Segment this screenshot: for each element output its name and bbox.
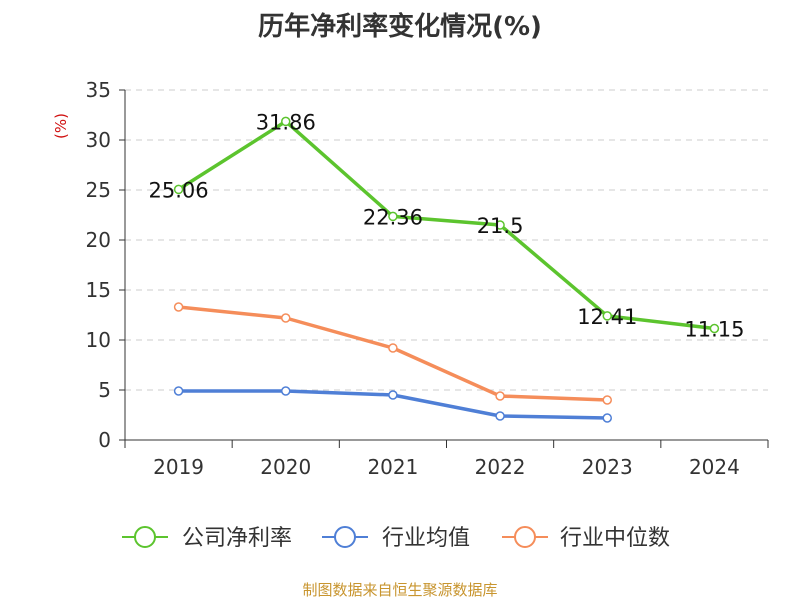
data-label: 21.5 — [477, 214, 524, 238]
data-point — [709, 323, 720, 334]
y-tick-label: 30 — [86, 128, 111, 152]
series-line-2 — [178, 305, 608, 402]
data-label: 11.15 — [684, 318, 744, 342]
legend-marker — [514, 526, 536, 548]
data-point — [173, 386, 184, 396]
data-point — [495, 411, 505, 421]
grid-lines — [125, 89, 768, 391]
y-axis-label: (%) — [52, 113, 70, 139]
legend-label: 行业中位数 — [560, 526, 670, 551]
y-tick-label: 20 — [86, 228, 111, 252]
data-point — [495, 220, 505, 230]
legend-marker — [134, 526, 156, 548]
data-label: 25.06 — [149, 178, 209, 202]
y-tick-label: 0 — [98, 428, 111, 452]
axes — [119, 89, 769, 448]
x-tick-label: 2019 — [153, 455, 204, 479]
series-lines — [177, 119, 715, 420]
data-point — [281, 313, 291, 323]
source-note: 制图数据来自恒生聚源数据库 — [302, 581, 498, 599]
y-tick-label: 35 — [86, 78, 111, 102]
data-point — [281, 386, 291, 396]
x-tick-label: 2024 — [689, 455, 740, 479]
x-tick-label: 2020 — [260, 455, 311, 479]
x-tick-label: 2023 — [582, 455, 633, 479]
data-point — [173, 302, 184, 312]
legend: 公司净利率 行业均值 行业中位数 — [122, 526, 670, 551]
legend-marker — [334, 526, 356, 548]
y-tick-label: 10 — [86, 328, 111, 352]
series-line-0 — [177, 119, 715, 331]
chart-title: 历年净利率变化情况(%) — [258, 12, 542, 42]
y-tick-label: 25 — [86, 178, 111, 202]
x-tick-labels: 2019 2020 2021 2022 2023 2024 — [153, 455, 740, 479]
data-label: 12.41 — [577, 305, 637, 329]
data-point — [388, 343, 398, 353]
data-point — [602, 413, 612, 423]
data-point — [281, 116, 291, 127]
y-tick-label: 5 — [98, 378, 111, 402]
legend-label: 公司净利率 — [182, 526, 292, 551]
series-points — [173, 116, 720, 423]
data-label: 31.86 — [256, 110, 316, 134]
x-tick-label: 2022 — [475, 455, 526, 479]
legend-label: 行业均值 — [382, 526, 470, 551]
data-label: 22.36 — [363, 205, 423, 229]
data-labels: 25.06 31.86 22.36 21.5 12.41 11.15 — [149, 110, 745, 341]
data-point — [388, 211, 398, 222]
data-point — [173, 184, 184, 195]
data-point — [602, 395, 612, 405]
y-tick-labels: 0 5 10 15 20 25 30 35 — [86, 78, 111, 452]
data-point — [388, 390, 398, 400]
data-point — [602, 311, 612, 321]
x-tick-label: 2021 — [367, 455, 418, 479]
y-tick-label: 15 — [86, 278, 111, 302]
data-point — [495, 391, 505, 401]
